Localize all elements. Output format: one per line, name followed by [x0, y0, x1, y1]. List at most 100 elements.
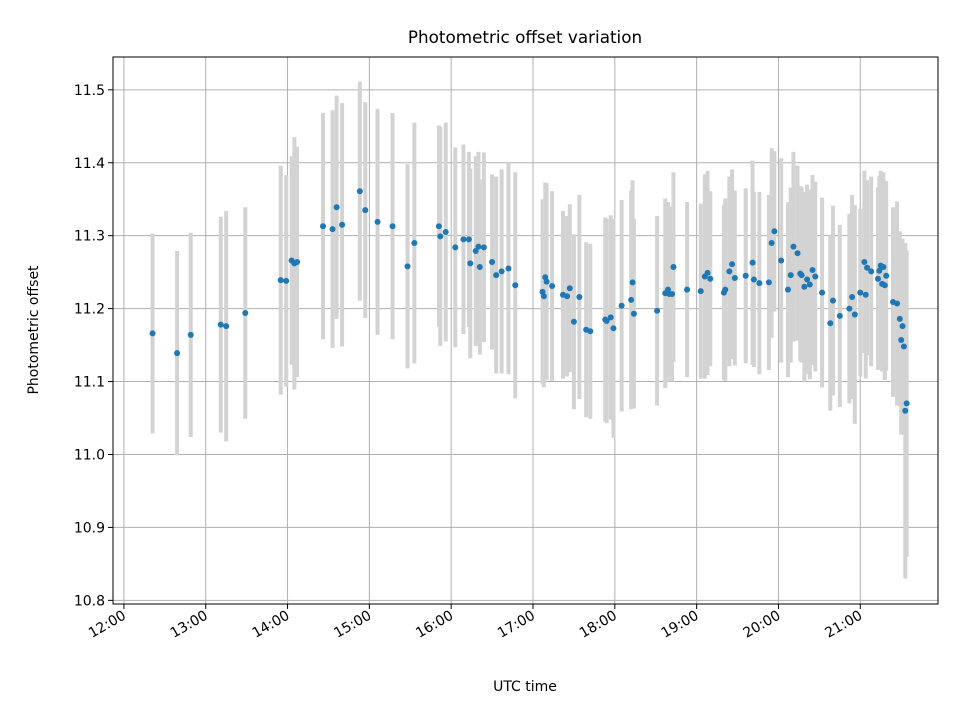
data-point	[618, 302, 625, 309]
data-point	[794, 250, 801, 257]
data-point	[787, 272, 794, 279]
data-point	[801, 283, 808, 290]
data-point	[881, 282, 888, 289]
data-point	[277, 277, 284, 284]
data-point	[610, 325, 617, 332]
data-point	[460, 236, 467, 243]
data-point	[630, 310, 637, 317]
y-axis-ticks: 10.8 10.9 11.0 11.1 11.2 11.3 11.4 11.5	[74, 83, 113, 609]
data-point	[294, 258, 301, 265]
data-point	[896, 315, 903, 322]
data-point	[722, 286, 729, 293]
data-point	[742, 272, 749, 279]
data-point	[411, 239, 418, 246]
y-tick-label: 11.0	[74, 447, 105, 463]
data-point	[362, 207, 369, 214]
y-axis-label: Photometric offset	[26, 265, 42, 395]
data-point	[566, 285, 573, 292]
data-point	[868, 268, 875, 275]
x-axis-label: UTC time	[493, 679, 557, 695]
data-point	[629, 279, 636, 286]
data-point	[489, 258, 496, 265]
data-point	[880, 264, 887, 271]
data-point	[707, 275, 714, 282]
y-tick-label: 11.4	[74, 156, 105, 172]
data-point	[404, 263, 411, 270]
data-point	[320, 223, 326, 230]
data-point	[765, 279, 772, 286]
data-point	[333, 204, 340, 211]
data-point	[857, 289, 864, 296]
data-point	[452, 244, 459, 251]
data-point	[846, 305, 853, 312]
y-tick-label: 11.3	[74, 229, 105, 245]
data-point	[827, 320, 834, 327]
data-point	[283, 277, 290, 284]
data-point	[498, 268, 505, 275]
data-point	[898, 336, 905, 343]
data-point	[493, 272, 500, 279]
data-point	[564, 293, 571, 300]
data-point	[670, 264, 677, 271]
data-point	[771, 228, 778, 235]
y-tick-label: 11.2	[74, 302, 105, 318]
data-point	[729, 261, 736, 268]
data-point	[864, 264, 871, 271]
data-point	[861, 258, 868, 265]
data-point	[217, 321, 224, 328]
data-point	[475, 243, 482, 250]
chart-title: Photometric offset variation	[408, 27, 642, 47]
data-point	[669, 291, 676, 298]
data-point	[570, 318, 577, 325]
data-point	[505, 265, 512, 272]
data-point	[374, 218, 381, 225]
data-point	[587, 328, 594, 335]
data-point	[790, 243, 797, 250]
data-point	[467, 260, 474, 267]
data-point	[576, 293, 583, 300]
data-point	[603, 318, 610, 325]
data-point	[339, 221, 346, 228]
data-point	[899, 323, 906, 330]
data-point	[356, 188, 363, 195]
data-point	[778, 257, 785, 264]
data-point	[902, 407, 909, 414]
data-point	[549, 283, 556, 290]
data-point	[836, 312, 843, 319]
data-point	[849, 293, 856, 300]
data-point	[809, 266, 816, 273]
data-point	[476, 264, 483, 271]
data-point	[804, 276, 811, 283]
data-point	[750, 276, 757, 283]
data-point	[749, 259, 756, 266]
data-point	[875, 275, 881, 282]
data-point	[894, 300, 901, 307]
data-point	[768, 239, 775, 246]
data-point	[437, 233, 444, 240]
data-point	[628, 296, 635, 303]
data-point	[812, 273, 819, 280]
y-tick-label: 11.1	[74, 375, 105, 391]
plot-frame	[112, 56, 939, 605]
data-point	[862, 291, 869, 298]
data-point	[442, 229, 449, 236]
data-point	[697, 288, 704, 295]
data-point	[876, 267, 883, 274]
data-point	[731, 274, 738, 281]
data-point	[806, 281, 813, 288]
data-point	[465, 236, 472, 243]
data-point	[704, 269, 711, 276]
data-point	[540, 293, 547, 300]
data-point	[512, 282, 519, 289]
data-point	[726, 268, 733, 275]
data-point	[819, 289, 826, 296]
y-tick-label: 10.8	[74, 593, 105, 609]
data-point	[851, 311, 858, 318]
data-point	[149, 330, 156, 337]
data-point	[654, 307, 661, 314]
data-point	[830, 297, 836, 304]
data-point	[798, 272, 805, 279]
data-point	[389, 223, 396, 230]
data-point	[684, 286, 691, 293]
